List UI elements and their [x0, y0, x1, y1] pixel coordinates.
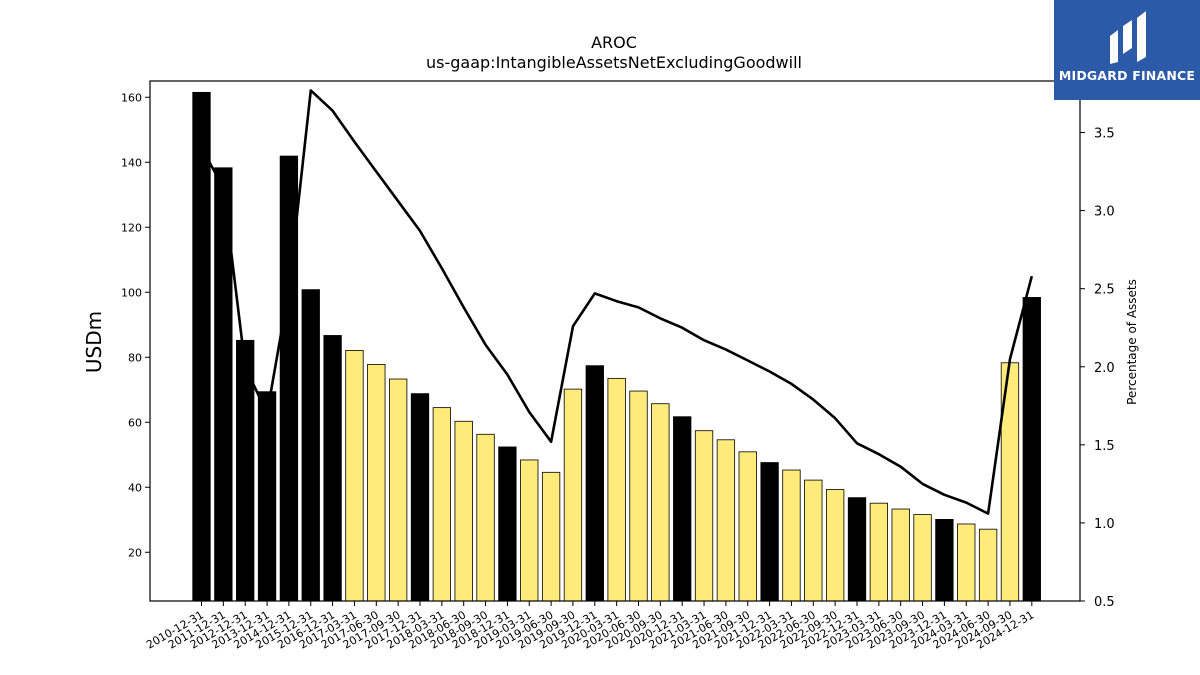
bar — [673, 416, 692, 602]
midgard-finance-logo: MIDGARD FINANCE — [1054, 0, 1200, 100]
bar — [323, 335, 342, 602]
y-tick-label: 100 — [121, 286, 142, 299]
bar — [607, 377, 626, 602]
bar — [388, 378, 408, 602]
bar — [978, 528, 998, 602]
y-axis-label: USDm — [82, 311, 106, 373]
bar — [301, 289, 320, 602]
y-tick-label: 80 — [128, 351, 142, 364]
logo-text: MIDGARD FINANCE — [1058, 68, 1196, 83]
bar — [432, 407, 452, 602]
y-tick-label: 140 — [121, 156, 142, 169]
bar — [738, 451, 757, 602]
y-tick-label: 40 — [128, 481, 142, 494]
bar — [541, 471, 561, 602]
y2-tick-label: 1.0 — [1094, 517, 1115, 532]
bar — [520, 459, 539, 602]
bar — [782, 469, 801, 602]
axes: 20 40 60 80 100 120 140 160 0.5 1.0 1.5 2.0 2.5 3.0 3.… — [121, 80, 1115, 652]
bar — [345, 350, 364, 602]
bar — [476, 433, 495, 602]
line-layer — [200, 89, 1034, 515]
y2-tick-label: 3.0 — [1094, 205, 1115, 220]
bar — [847, 497, 867, 602]
bar — [651, 403, 670, 602]
y2-tick-label: 0.5 — [1094, 595, 1115, 610]
y2-axis-label: Percentage of Assets — [1125, 279, 1139, 405]
bar — [454, 420, 473, 602]
y-tick-label: 20 — [128, 546, 142, 559]
plot-frame — [149, 80, 1081, 602]
bar — [410, 393, 430, 602]
bar — [192, 91, 211, 602]
bar — [804, 479, 823, 602]
bar — [563, 388, 583, 602]
bar — [913, 514, 932, 602]
y2-tick-label: 2.0 — [1094, 361, 1115, 376]
m-logo-icon — [1110, 11, 1146, 64]
y-tick-label: 160 — [121, 91, 142, 104]
bar — [760, 462, 779, 602]
bar — [935, 519, 954, 602]
percentage-line — [200, 89, 1034, 515]
bar — [629, 390, 648, 602]
bar — [257, 391, 277, 602]
y2-tick-label: 2.5 — [1094, 283, 1115, 298]
bar — [498, 446, 517, 602]
bar — [826, 489, 845, 602]
bar — [694, 430, 714, 602]
bar — [957, 523, 976, 602]
bar — [367, 363, 386, 602]
y-tick-label: 60 — [128, 416, 142, 429]
bar-group — [192, 91, 1041, 602]
bar — [1022, 297, 1041, 602]
chart-subtitle: us-gaap:IntangibleAssetsNetExcludingGood… — [426, 53, 802, 72]
y-tick-label: 120 — [121, 221, 142, 234]
bar — [716, 439, 736, 602]
chart-title: AROC — [591, 33, 637, 52]
bar — [891, 508, 910, 602]
y2-tick-label: 1.5 — [1094, 439, 1115, 454]
bar — [869, 502, 888, 602]
y2-tick-label: 3.5 — [1094, 127, 1115, 142]
bar — [585, 365, 604, 602]
